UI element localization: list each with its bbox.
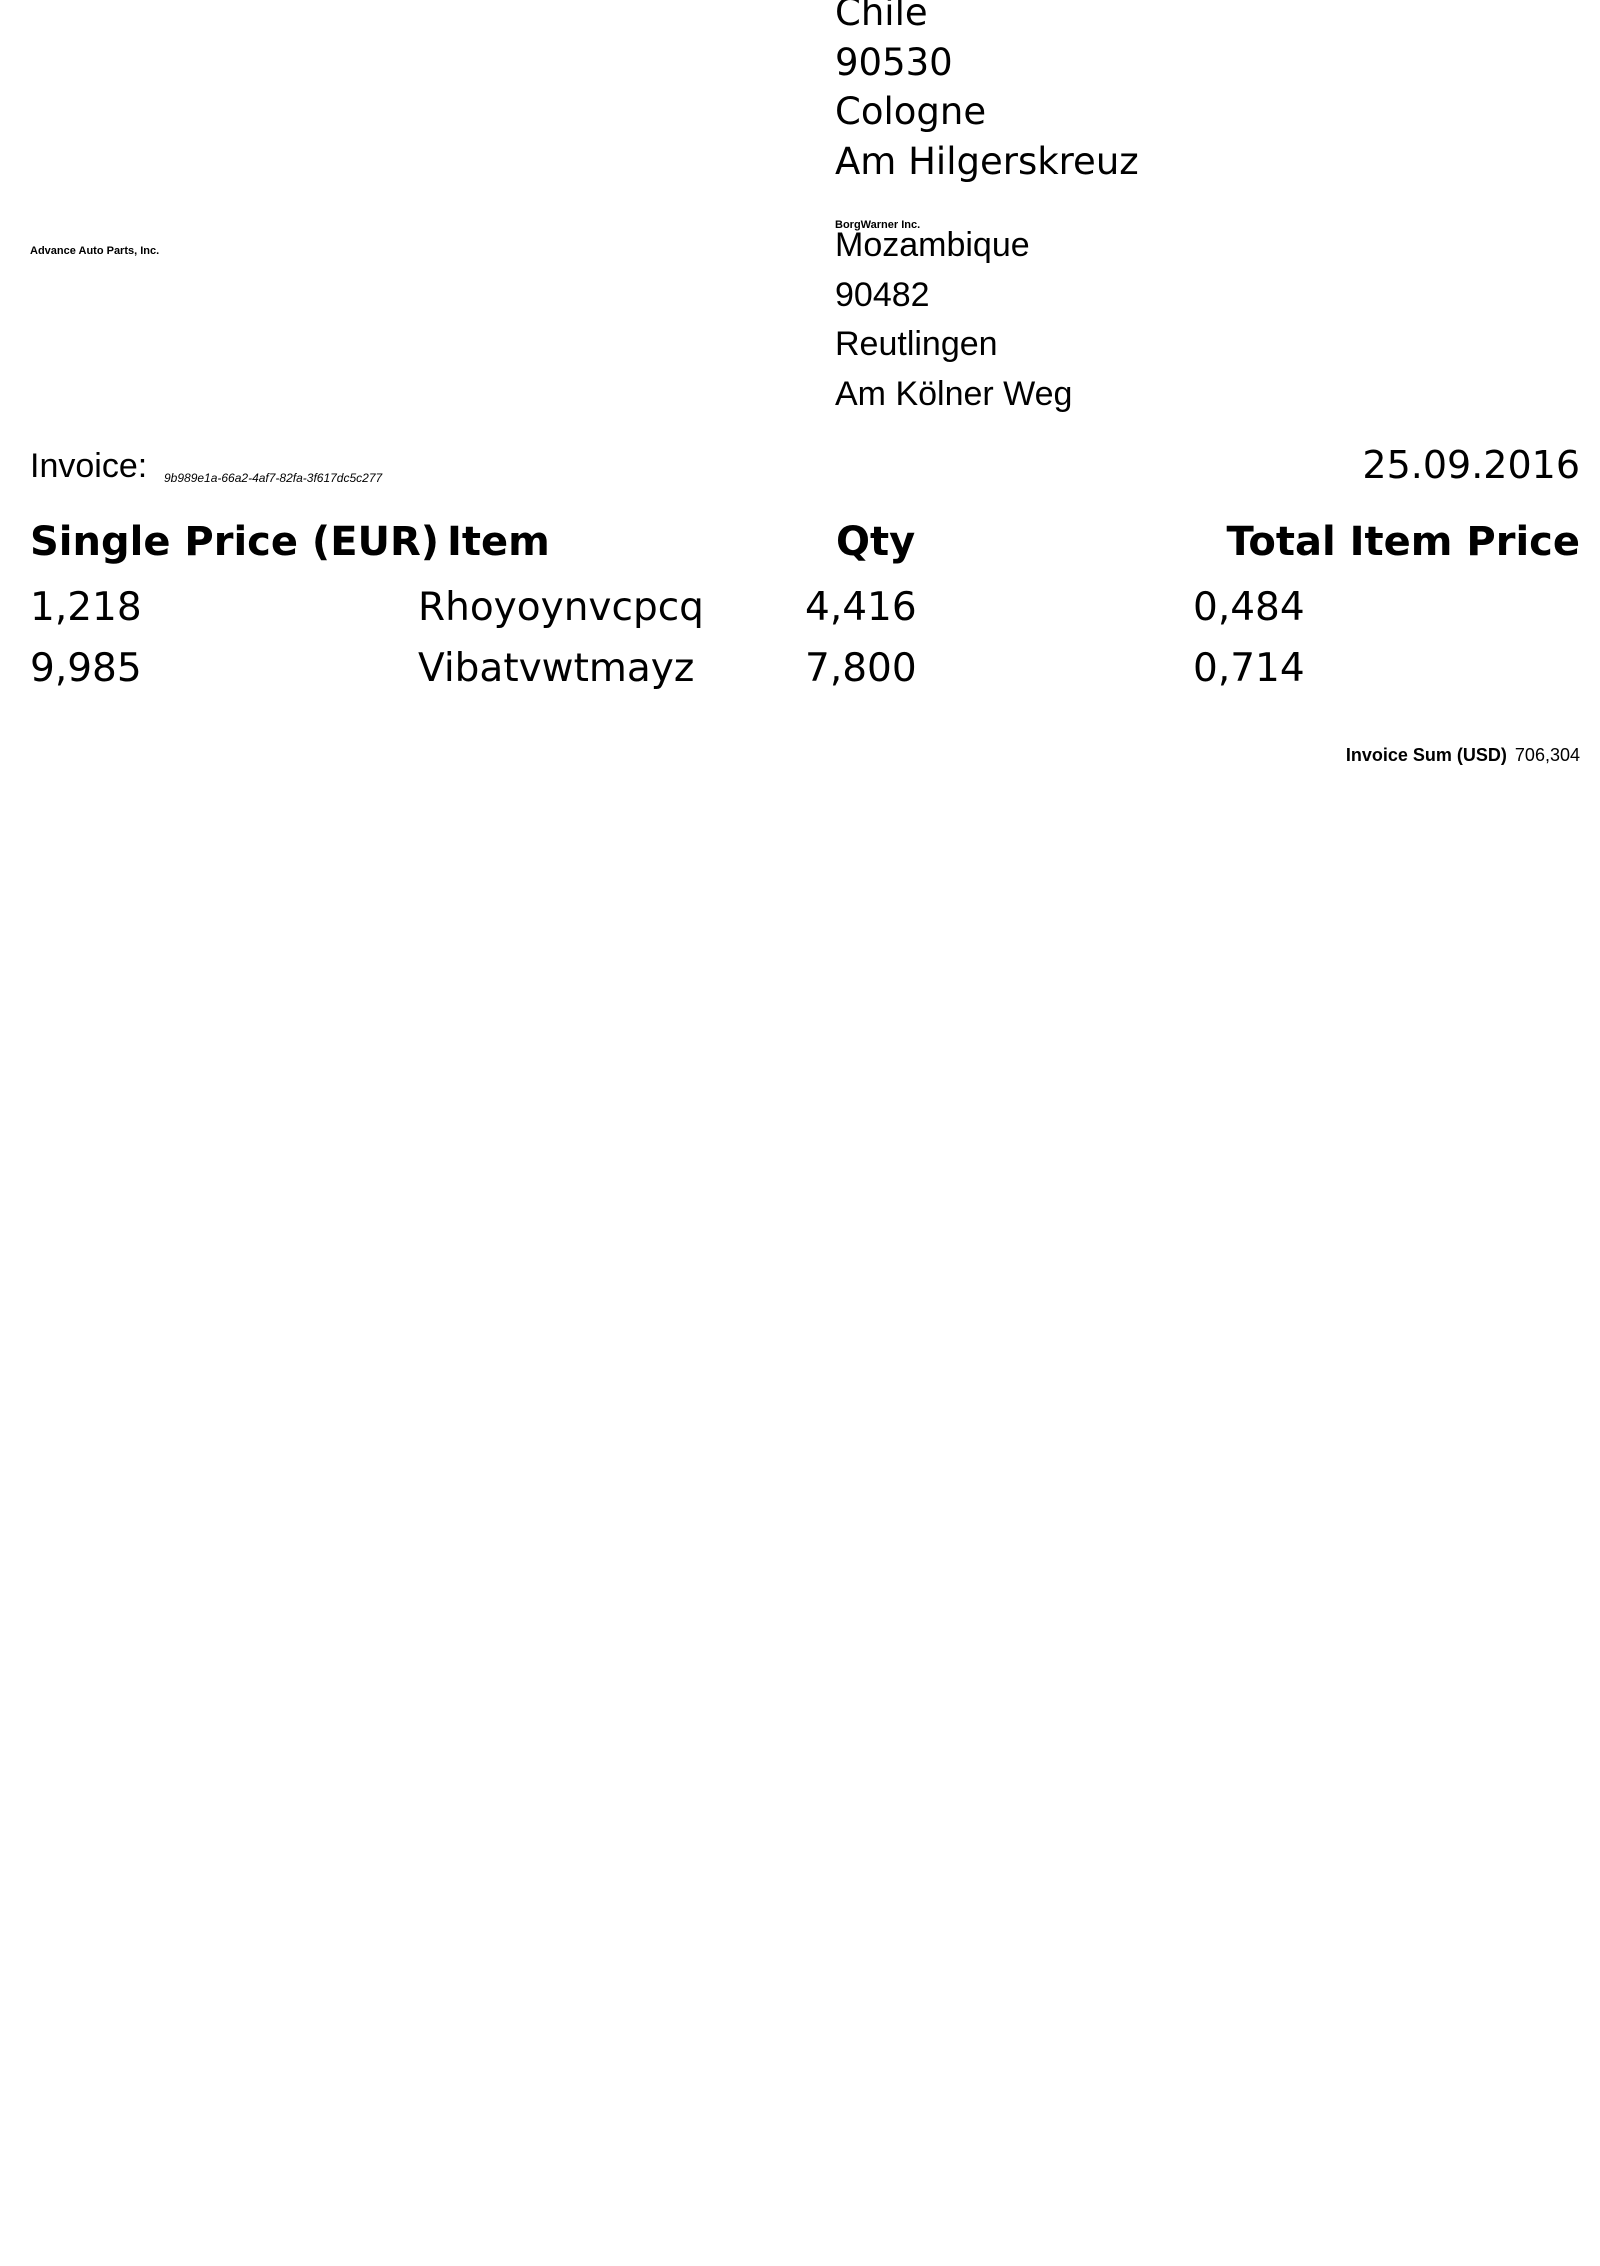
invoice-sum: Invoice Sum (USD) 706,304 [1346, 745, 1580, 766]
cell-item: Rhoyoynvcpcq [418, 585, 704, 630]
sender-zip: 90530 [835, 40, 953, 84]
invoice-id: 9b989e1a-66a2-4af7-82fa-3f617dc5c277 [164, 471, 383, 485]
header-single-price: Single Price (EUR) [30, 519, 440, 565]
cell-item: Vibatvwtmayz [418, 646, 695, 691]
cell-total-item-price: 0,714 [1193, 646, 1305, 691]
cell-single-price: 9,985 [30, 646, 142, 691]
sender-city: Cologne [835, 90, 987, 133]
recipient-address: Mozambique 90482 Reutlingen Am Kölner We… [835, 221, 1072, 419]
header-total-item-price: Total Item Price [1226, 519, 1580, 565]
cell-qty: 7,800 [805, 646, 917, 691]
header-qty: Qty [836, 519, 916, 565]
recipient-zip: 90482 [835, 275, 930, 314]
sender-street: Am Hilgerskreuz [835, 139, 1139, 183]
cell-total-item-price: 0,484 [1193, 585, 1305, 630]
buyer-company-name: BorgWarner Inc. [835, 219, 921, 231]
cell-qty: 4,416 [805, 585, 917, 630]
sender-address: Chile 90530 Cologne Am Hilgerskreuz [835, 0, 1139, 186]
cell-single-price: 1,218 [30, 585, 142, 630]
recipient-country: Mozambique [835, 226, 1030, 264]
invoice-sum-value: 706,304 [1514, 745, 1580, 765]
invoice-date: 25.09.2016 [1362, 443, 1580, 487]
invoice-label: Invoice: [30, 447, 148, 485]
recipient-city: Reutlingen [835, 325, 998, 363]
seller-company-name: Advance Auto Parts, Inc. [30, 245, 160, 257]
sender-country: Chile [835, 0, 928, 34]
invoice-sum-label: Invoice Sum (USD) [1345, 745, 1507, 765]
header-item: Item [447, 519, 550, 565]
recipient-street: Am Kölner Weg [835, 374, 1073, 413]
